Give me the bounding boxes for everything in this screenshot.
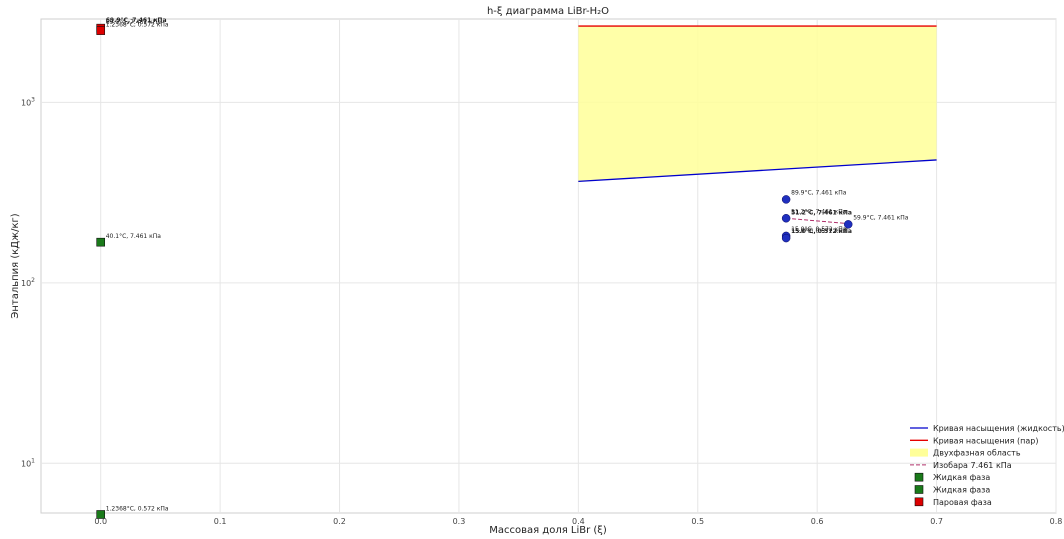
x-tick-label: 0.3 bbox=[453, 517, 466, 526]
x-axis-label: Массовая доля LiBr (ξ) bbox=[489, 525, 607, 536]
point-annotation: 89.9°C, 7.461 кПа bbox=[791, 189, 847, 196]
legend-label: Жидкая фаза bbox=[933, 473, 990, 482]
x-tick-label: 0.1 bbox=[214, 517, 227, 526]
legend-swatch-area bbox=[910, 448, 928, 457]
legend-label: Кривая насыщения (жидкость) bbox=[933, 424, 1064, 433]
legend-swatch-square bbox=[914, 472, 924, 482]
point-annotation: 40.1°C, 7.461 кПа bbox=[106, 233, 162, 240]
x-tick-labels: 0.0 0.1 0.2 0.3 0.4 0.5 0.6 0.7 0.8 bbox=[94, 517, 1062, 526]
point-annotation: 59.9°C, 7.461 кПа bbox=[853, 214, 909, 221]
x-tick-label: 0.0 bbox=[94, 517, 107, 526]
x-tick-label: 0.5 bbox=[691, 517, 704, 526]
x-tick-label: 0.2 bbox=[333, 517, 346, 526]
liquid-phase-marker bbox=[96, 237, 106, 247]
legend-swatch-square bbox=[914, 485, 924, 494]
overlap-annotation: 15.0°C, 0.572 кПа bbox=[791, 228, 852, 235]
y-axis-label: Энтальпия (кДж/кг) bbox=[10, 213, 21, 318]
point-annotation: 15.0°C, 0.572 кПа bbox=[791, 228, 847, 235]
point-annotation: 1.2368°C, 0.572 кПа bbox=[106, 22, 169, 29]
point-annotation: 15.0°C, 0.572 кПа bbox=[791, 226, 847, 233]
chart-title: h-ξ диаграмма LiBr-H₂O bbox=[487, 6, 609, 17]
legend-label: Паровая фаза bbox=[933, 498, 992, 507]
y-tick-label: 103 bbox=[21, 96, 35, 107]
x-tick-label: 0.8 bbox=[1050, 517, 1063, 526]
legend-label: Изобара 7.461 кПа bbox=[933, 461, 1012, 470]
liquid-phase-marker bbox=[96, 510, 106, 519]
y-tick-labels: 101 102 103 bbox=[21, 96, 35, 468]
legend-label: Кривая насыщения (пар) bbox=[933, 436, 1038, 445]
point-annotation: 51.2°C, 7.461 кПа bbox=[791, 208, 847, 215]
overlap-annotation: 51.2°C, 7.461 кПа bbox=[791, 209, 852, 216]
x-tick-label: 0.4 bbox=[572, 517, 585, 526]
isobar-line bbox=[786, 217, 849, 225]
y-tick-label: 101 bbox=[21, 457, 35, 468]
legend-label: Двухфазная область bbox=[933, 449, 1021, 458]
liquid-saturation-curve bbox=[578, 159, 937, 183]
legend-swatch-square bbox=[914, 497, 924, 507]
solution-point bbox=[843, 220, 853, 229]
point-annotation: 69.9°C, 7.461 кПа bbox=[106, 19, 162, 26]
x-tick-label: 0.6 bbox=[811, 517, 824, 526]
solution-point bbox=[781, 214, 791, 223]
y-tick-label: 102 bbox=[21, 277, 35, 288]
vapour-phase-marker bbox=[96, 26, 106, 35]
solution-point bbox=[781, 195, 791, 204]
legend: Кривая насыщения (жидкость) Кривая насыще… bbox=[910, 424, 1064, 507]
solution-point bbox=[781, 233, 791, 243]
two-phase-region bbox=[578, 26, 937, 182]
point-annotation: 1.2368°C, 0.572 кПа bbox=[106, 505, 169, 512]
x-tick-label: 0.7 bbox=[930, 517, 943, 526]
overlap-annotation: 69.9°C, 7.461 кПа bbox=[106, 17, 167, 24]
legend-label: Жидкая фаза bbox=[933, 486, 990, 495]
